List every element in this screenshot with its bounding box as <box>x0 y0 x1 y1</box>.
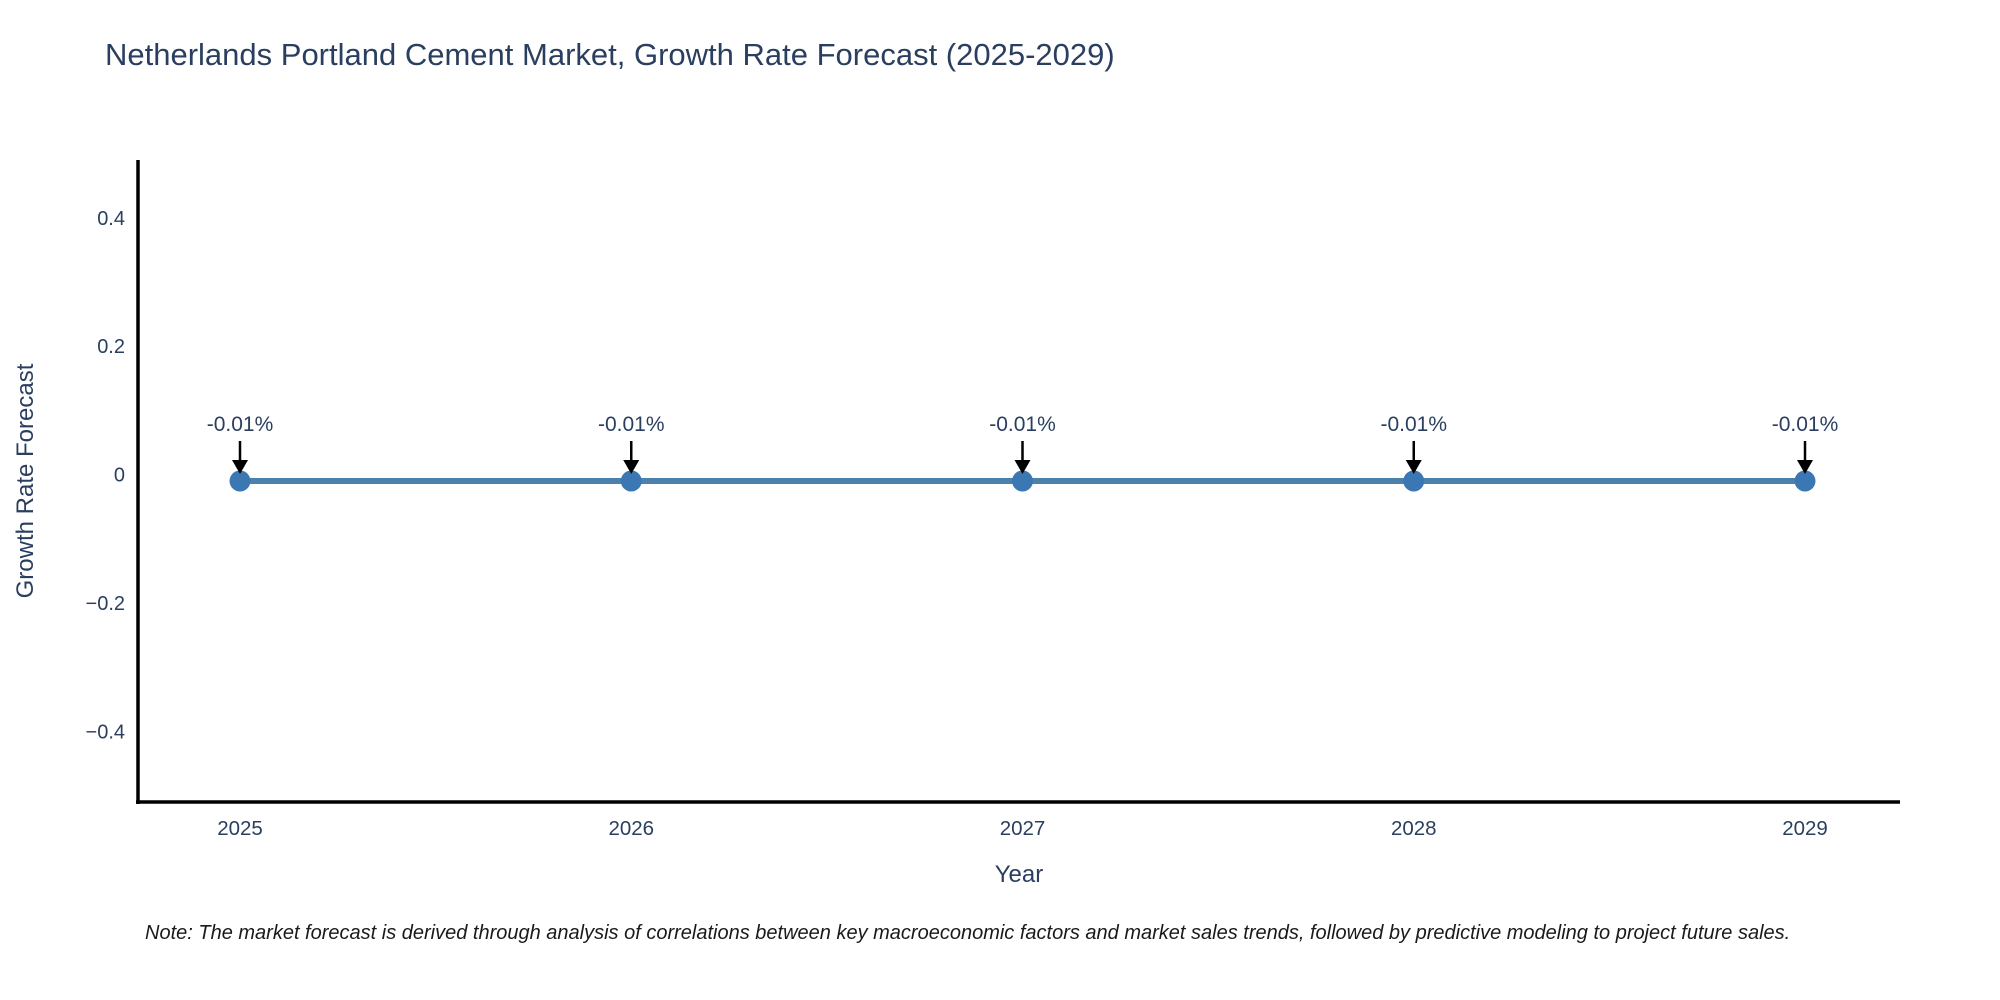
annotation-arrowhead <box>1014 460 1031 474</box>
annotation-arrowhead <box>1797 460 1813 474</box>
chart-title: Netherlands Portland Cement Market, Grow… <box>105 37 1115 72</box>
annotation-arrowhead <box>232 460 248 474</box>
data-point-marker <box>1012 470 1033 492</box>
annotation-label: -0.01% <box>989 413 1056 436</box>
x-tick-label: 2026 <box>608 817 654 840</box>
annotation-label: -0.01% <box>1772 413 1839 436</box>
data-point-marker <box>1794 470 1816 492</box>
annotation-arrowhead <box>1405 460 1422 474</box>
x-tick-label: 2027 <box>1000 817 1046 840</box>
y-tick-label: −0.4 <box>86 721 125 743</box>
annotation-label: -0.01% <box>598 413 665 436</box>
data-point-marker <box>1403 470 1425 492</box>
y-tick-label: 0.4 <box>97 208 125 230</box>
data-point-marker <box>620 470 642 492</box>
y-axis-title: Growth Rate Forecast <box>12 363 39 599</box>
y-tick-label: 0.2 <box>97 336 125 358</box>
annotation-label: -0.01% <box>1380 413 1447 436</box>
y-tick-label: 0 <box>114 465 125 487</box>
footnote: Note: The market forecast is derived thr… <box>145 922 1791 944</box>
x-tick-label: 2028 <box>1391 817 1437 840</box>
x-tick-label: 2025 <box>217 817 263 840</box>
x-axis-title: Year <box>994 861 1044 888</box>
annotation-arrowhead <box>623 460 640 474</box>
data-point-marker <box>229 470 251 492</box>
x-tick-label: 2029 <box>1782 817 1828 840</box>
y-tick-label: −0.2 <box>86 593 125 615</box>
annotation-label: -0.01% <box>207 413 274 436</box>
